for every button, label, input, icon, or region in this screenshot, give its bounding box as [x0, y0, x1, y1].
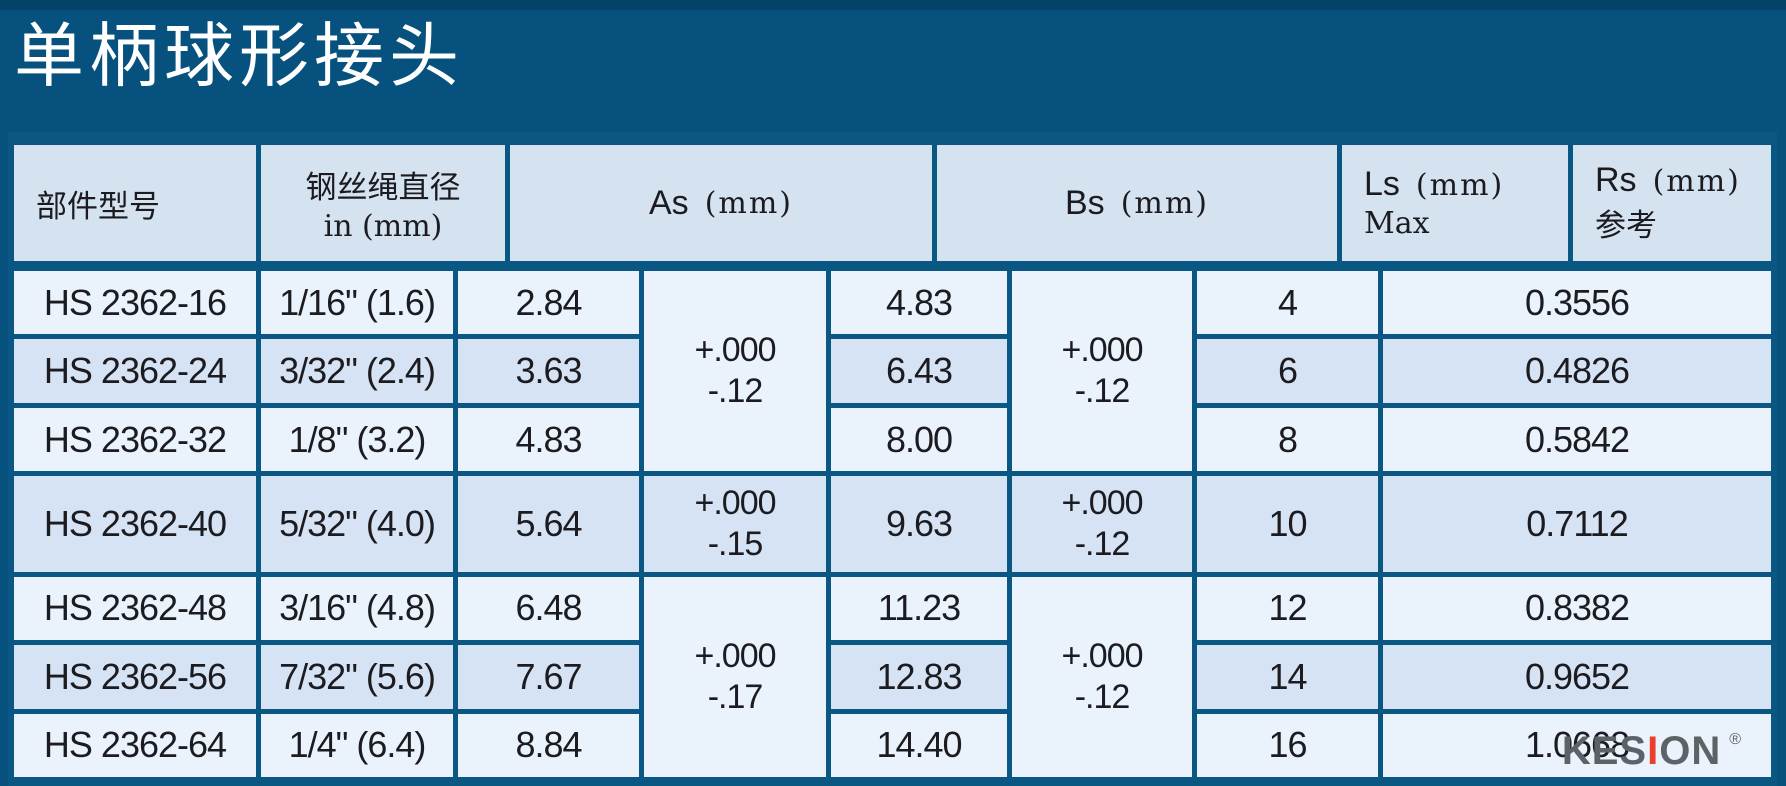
header-ls-label: Ls: [1364, 165, 1400, 203]
kesion-logo-accent-i: I: [1647, 729, 1660, 773]
table-header-row: 部件型号 钢丝绳直径 in (mm) As (mm) Bs (mm) Ls (m…: [14, 145, 1771, 261]
registered-trademark-icon: ®: [1729, 731, 1742, 748]
tolerance-plus: +.000: [694, 331, 776, 370]
header-as-label: As: [649, 183, 689, 222]
table-body: HS 2362-16 1/16" (1.6) 2.84 4.83 4 0.355…: [14, 271, 1771, 777]
cell-diameter: 3/32" (2.4): [261, 339, 453, 403]
header-rs-unit: (mm): [1652, 164, 1741, 199]
cell-model: HS 2362-64: [14, 713, 256, 777]
cell-ls: 14: [1197, 645, 1378, 709]
tolerance-minus: -.12: [707, 372, 764, 411]
cell-model: HS 2362-56: [14, 645, 256, 709]
cell-diameter: 1/8" (3.2): [261, 407, 453, 472]
tolerance-minus: -.12: [1074, 372, 1131, 411]
tolerance-plus: +.000: [1061, 331, 1143, 370]
cell-diameter: 7/32" (5.6): [261, 645, 453, 709]
tolerance-plus: +.000: [1061, 484, 1143, 523]
tolerance-plus: +.000: [1061, 637, 1143, 675]
spec-table: 部件型号 钢丝绳直径 in (mm) As (mm) Bs (mm) Ls (m…: [8, 132, 1777, 786]
as-tolerance-rows-5-7: +.000 -.17: [644, 576, 826, 777]
cell-bs: 4.83: [831, 271, 1007, 335]
tolerance-minus: -.15: [707, 524, 764, 563]
cell-model: HS 2362-16: [14, 271, 256, 335]
cell-rs: 0.7112: [1383, 476, 1771, 572]
top-strip: [0, 0, 1786, 10]
cell-bs: 8.00: [831, 407, 1007, 472]
kesion-logo: KES I ON ®: [1562, 729, 1742, 774]
cell-bs: 12.83: [831, 645, 1007, 709]
tolerance-minus: -.12: [1074, 677, 1131, 716]
tolerance-minus: -.12: [1074, 524, 1131, 563]
bs-tolerance-rows-1-3: +.000 -.12: [1012, 271, 1192, 472]
cell-diameter: 5/32" (4.0): [261, 476, 453, 572]
tolerance-plus: +.000: [694, 637, 776, 675]
header-as: As (mm): [510, 145, 932, 261]
cell-bs: 14.40: [831, 713, 1007, 777]
cell-as: 2.84: [458, 271, 639, 335]
header-rs-label: Rs: [1595, 161, 1637, 199]
header-rs: Rs (mm) 参考: [1573, 145, 1771, 261]
cell-model: HS 2362-40: [14, 476, 256, 572]
cell-rs: 0.5842: [1383, 407, 1771, 472]
header-wire-diameter-line1: 钢丝绳直径: [305, 170, 461, 206]
cell-ls: 4: [1197, 271, 1378, 335]
cell-rs: 0.3556: [1383, 271, 1771, 335]
header-wire-diameter: 钢丝绳直径 in (mm): [261, 145, 505, 261]
kesion-logo-text-post: ON: [1659, 729, 1722, 773]
cell-diameter: 1/16" (1.6): [261, 271, 453, 335]
page-title: 单柄球形接头: [14, 15, 464, 97]
cell-as: 4.83: [458, 407, 639, 472]
cell-ls: 10: [1197, 476, 1378, 572]
cell-rs: 1.0668: [1383, 713, 1771, 777]
header-rs-ref: 参考: [1595, 208, 1657, 244]
cell-bs: 9.63: [831, 476, 1007, 572]
cell-rs: 0.4826: [1383, 339, 1771, 403]
cell-as: 7.67: [458, 645, 639, 709]
bs-tolerance-rows-5-7: +.000 -.12: [1012, 576, 1192, 777]
cell-model: HS 2362-48: [14, 576, 256, 641]
header-bs: Bs (mm): [937, 145, 1337, 261]
cell-ls: 12: [1197, 576, 1378, 641]
tolerance-minus: -.17: [707, 677, 764, 716]
cell-diameter: 1/4" (6.4): [261, 713, 453, 777]
tolerance-plus: +.000: [694, 484, 776, 523]
cell-diameter: 3/16" (4.8): [261, 576, 453, 641]
header-bs-label: Bs: [1065, 183, 1105, 222]
kesion-logo-text-pre: KES: [1561, 729, 1648, 773]
cell-bs: 11.23: [831, 576, 1007, 641]
cell-model: HS 2362-32: [14, 407, 256, 472]
cell-rs: 0.8382: [1383, 576, 1771, 641]
header-wire-diameter-line2: in (mm): [323, 209, 443, 244]
cell-ls: 8: [1197, 407, 1378, 472]
header-bs-unit: (mm): [1120, 185, 1209, 221]
bs-tolerance-row-4: +.000 -.12: [1012, 476, 1192, 572]
cell-as: 6.48: [458, 576, 639, 641]
header-part-model: 部件型号: [14, 145, 256, 261]
cell-as: 5.64: [458, 476, 639, 572]
as-tolerance-rows-1-3: +.000 -.12: [644, 271, 826, 472]
cell-as: 3.63: [458, 339, 639, 403]
header-ls-unit: (mm): [1415, 168, 1505, 203]
cell-as: 8.84: [458, 713, 639, 777]
cell-ls: 6: [1197, 339, 1378, 403]
cell-bs: 6.43: [831, 339, 1007, 403]
header-part-model-label: 部件型号: [36, 188, 160, 225]
cell-ls: 16: [1197, 713, 1378, 777]
as-tolerance-row-4: +.000 -.15: [644, 476, 826, 572]
header-ls-max: Max: [1364, 206, 1430, 241]
header-as-unit: (mm): [704, 185, 793, 221]
cell-rs: 0.9652: [1383, 645, 1771, 709]
cell-model: HS 2362-24: [14, 339, 256, 403]
header-ls: Ls (mm) Max: [1342, 145, 1568, 261]
